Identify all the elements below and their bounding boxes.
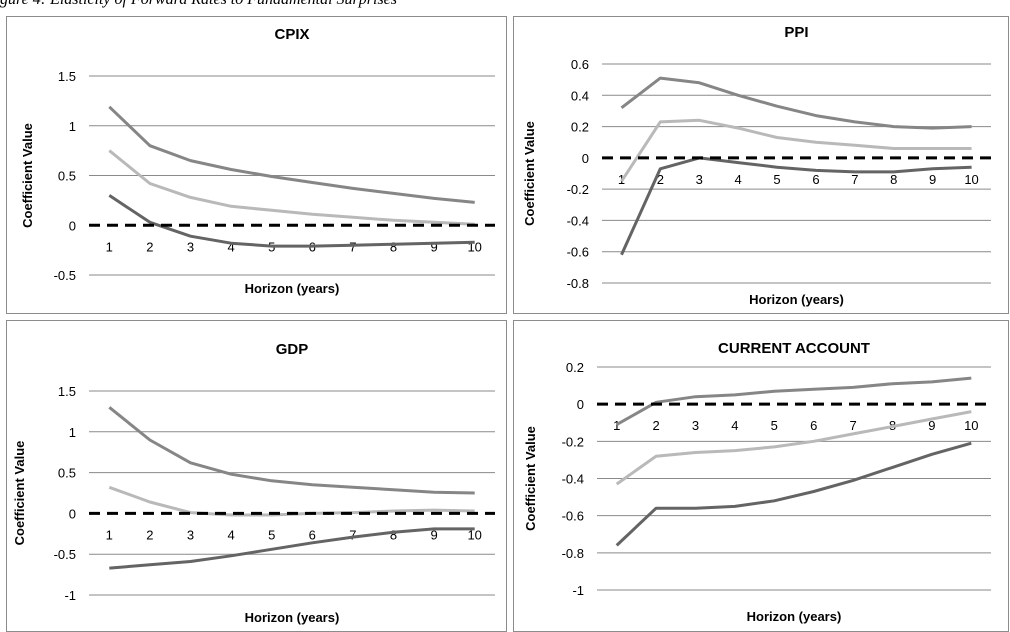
ppi-y-tick-label: -0.6 (567, 245, 589, 260)
current-account-x-tick-label: 2 (652, 418, 659, 433)
current-account-x-tick-label: 10 (964, 418, 978, 433)
current-account-y-tick-label: -1 (572, 583, 584, 598)
cpix-y-tick-label: -0.5 (54, 268, 76, 283)
cpix-x-tick-label: 8 (390, 239, 397, 254)
current-account-y-tick-label: -0.2 (562, 434, 584, 449)
figure-caption: gure 4: Elasticity of Forward Rates to F… (0, 0, 1010, 11)
ppi-y-tick-label: 0 (582, 151, 589, 166)
cpix-x-tick-label: 2 (146, 239, 153, 254)
current-account-y-tick-label: 0 (577, 397, 584, 412)
cpix-upper-line (108, 105, 475, 204)
current-account-y-tick-label: -0.6 (562, 509, 584, 524)
cpix-middle-line (108, 149, 475, 226)
gdp-x-axis-label: Horizon (years) (245, 610, 340, 625)
cpix-y-tick-label: 1 (69, 119, 76, 134)
chart-panel-current-account: -1 -0.8 -0.6 -0.4 -0.2 0 0.2 1 2 3 4 5 6 7 8 9 10 CURRENT… (513, 320, 1009, 632)
current-account-middle-line (615, 410, 972, 486)
ppi-y-tick-label: -0.4 (567, 213, 589, 228)
ppi-x-tick-label: 2 (657, 172, 664, 187)
ppi-x-tick-label: 4 (735, 172, 742, 187)
cpix-x-tick-label: 4 (227, 239, 234, 254)
ppi-x-tick-label: 6 (812, 172, 819, 187)
chart-panel-ppi: -0.8 -0.6 -0.4 -0.2 0 0.2 0.4 0.6 1 2 3 4 5 6 7 8 9 10 PPI… (513, 16, 1009, 314)
chart-ppi: -0.8-0.6-0.4-0.200.20.40.61 2 3 4 5 6 7 8 9 10PPI… (522, 24, 991, 307)
current-account-upper-line (615, 376, 972, 426)
ppi-y-axis-label: Coefficient Value (522, 121, 537, 226)
cpix-x-tick-label: 7 (349, 239, 356, 254)
chart-gdp: -1 -0.5 0 0.5 1 1.5 1 2 3 4 5 6 7 8 9 10 GDP Horizon (yea… (12, 341, 495, 625)
gdp-x-tick-label: 1 (106, 527, 113, 542)
current-account-x-tick-label: 5 (771, 418, 778, 433)
gdp-x-tick-label: 9 (430, 527, 437, 542)
chart-panel-gdp: -1 -0.5 0 0.5 1 1.5 1 2 3 4 5 6 7 8 9 10 GDP Horizon (yea… (6, 320, 507, 632)
current-account-y-tick-label: -0.4 (562, 472, 584, 487)
gdp-x-tick-label: 8 (390, 527, 397, 542)
cpix-x-tick-label: 3 (187, 239, 194, 254)
gdp-y-tick-label: -1 (64, 588, 76, 603)
current-account-x-tick-label: 1 (613, 418, 620, 433)
gdp-lower-line (109, 527, 475, 570)
cpix-x-axis-label: Horizon (years) (245, 281, 340, 296)
gdp-y-axis-label: Coefficient Value (12, 441, 27, 546)
cpix-y-axis-label: Coefficient Value (20, 123, 35, 228)
gdp-x-tick-label: 3 (187, 527, 194, 542)
current-account-x-tick-label: 3 (692, 418, 699, 433)
ppi-x-tick-label: 3 (696, 172, 703, 187)
ppi-middle-line (620, 118, 972, 183)
ppi-y-tick-label: -0.2 (567, 182, 589, 197)
chart-panel-cpix: -0.5 0 0.5 1 1.5 1 2 3 4 5 6 7 8 9 10 CPIX Horizon (year… (6, 16, 507, 314)
ppi-y-tick-label: 0.6 (571, 57, 589, 72)
ppi-x-axis-label: Horizon (years) (749, 292, 844, 307)
ppi-chart-title: PPI (784, 24, 808, 41)
gdp-upper-line (108, 406, 475, 495)
ppi-x-tick-label: 8 (890, 172, 897, 187)
ppi-y-tick-label: 0.2 (571, 120, 589, 135)
current-account-chart-title: CURRENT ACCOUNT (718, 340, 870, 357)
gdp-y-tick-label: 1 (69, 425, 76, 440)
ppi-lower-line (620, 156, 972, 256)
current-account-x-tick-label: 4 (731, 418, 738, 433)
ppi-x-tick-label: 7 (851, 172, 858, 187)
gdp-chart-title: GDP (276, 341, 309, 358)
gdp-y-tick-label: 0 (69, 506, 76, 521)
cpix-lower-line (108, 194, 475, 248)
cpix-y-tick-label: 1.5 (58, 69, 76, 84)
gdp-x-tick-label: 4 (227, 527, 234, 542)
ppi-x-tick-label: 9 (929, 172, 936, 187)
gdp-x-tick-label: 7 (349, 527, 356, 542)
ppi-upper-line (620, 76, 972, 130)
ppi-y-tick-label: 0.4 (571, 88, 589, 103)
cpix-x-tick-label: 9 (430, 239, 437, 254)
current-account-x-tick-label: 7 (849, 418, 856, 433)
cpix-chart-title: CPIX (274, 26, 309, 43)
current-account-y-tick-label: 0.2 (566, 360, 584, 375)
gdp-y-tick-label: 0.5 (58, 466, 76, 481)
current-account-y-axis-label: Coefficient Value (523, 426, 538, 531)
ppi-x-tick-label: 5 (773, 172, 780, 187)
current-account-lower-line (615, 441, 972, 547)
ppi-x-tick-label: 10 (964, 172, 978, 187)
gdp-x-tick-label: 5 (268, 527, 275, 542)
gdp-x-tick-label: 2 (146, 527, 153, 542)
gdp-y-tick-label: 1.5 (58, 384, 76, 399)
current-account-x-tick-label: 9 (928, 418, 935, 433)
cpix-x-tick-label: 1 (106, 239, 113, 254)
current-account-y-tick-label: -0.8 (562, 546, 584, 561)
cpix-y-tick-label: 0 (69, 218, 76, 233)
ppi-y-tick-label: -0.8 (567, 276, 589, 291)
chart-current-account: -1-0.8-0.6-0.4-0.200.21 2 3 4 5 6 7 8 9 10CURRENT… (523, 340, 991, 624)
current-account-x-tick-label: 6 (810, 418, 817, 433)
gdp-y-tick-label: -0.5 (54, 547, 76, 562)
gdp-x-tick-label: 10 (467, 527, 481, 542)
current-account-x-axis-label: Horizon (years) (747, 609, 842, 624)
gdp-x-tick-label: 6 (309, 527, 316, 542)
cpix-y-tick-label: 0.5 (58, 169, 76, 184)
